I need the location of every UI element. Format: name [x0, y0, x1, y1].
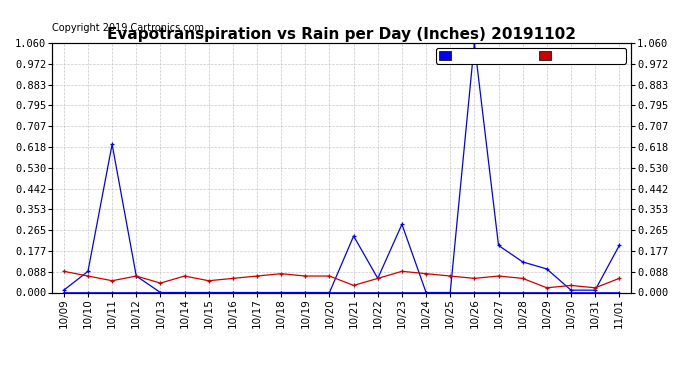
Title: Evapotranspiration vs Rain per Day (Inches) 20191102: Evapotranspiration vs Rain per Day (Inch…	[107, 27, 576, 42]
Legend: Rain  (Inches), ET  (Inches): Rain (Inches), ET (Inches)	[436, 48, 626, 63]
Text: Copyright 2019 Cartronics.com: Copyright 2019 Cartronics.com	[52, 23, 204, 33]
